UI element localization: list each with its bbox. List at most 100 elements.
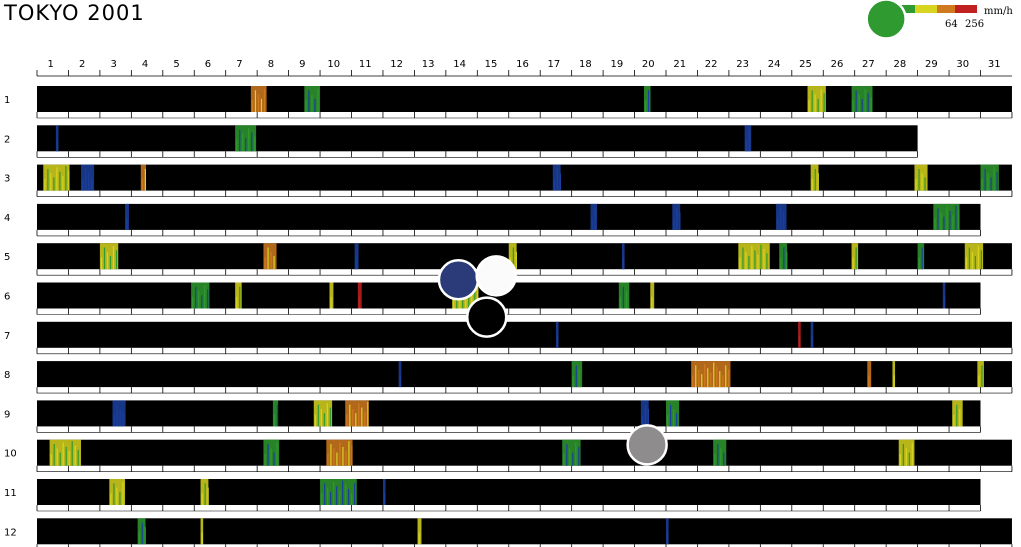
rain-event	[200, 518, 204, 545]
overlay-marker-3	[465, 296, 508, 338]
rain-streak	[56, 448, 58, 466]
day-label-21: 21	[673, 59, 686, 70]
rain-event	[914, 164, 928, 191]
rain-event	[552, 164, 561, 191]
rain-streak	[324, 483, 326, 505]
rain-event	[99, 243, 119, 270]
rain-streak	[783, 212, 785, 230]
rain-streak	[644, 404, 647, 427]
rain-streak	[695, 365, 697, 388]
rain-event	[810, 164, 819, 191]
rain-streak	[971, 251, 973, 270]
rain-streak	[981, 365, 983, 388]
rain-streak	[786, 251, 788, 270]
rain-streak	[515, 251, 517, 270]
rain-streak	[716, 366, 718, 388]
rain-streak	[53, 443, 55, 466]
overlay-marker-2	[475, 255, 517, 297]
rain-streak	[647, 90, 650, 112]
overlay-marker-5	[865, 0, 907, 40]
rain-streak	[968, 247, 970, 270]
rain-event	[81, 164, 95, 191]
rain-event	[776, 203, 787, 230]
day-label-8: 8	[268, 59, 274, 70]
rain-streak	[333, 448, 335, 466]
month-label-6: 6	[4, 292, 10, 303]
legend-unit: mm/h	[984, 6, 1013, 17]
rain-streak	[348, 489, 350, 505]
rain-streak	[236, 296, 238, 309]
rain-streak	[870, 97, 872, 112]
rain-event	[590, 203, 598, 230]
rain-streak	[361, 407, 363, 427]
rain-streak	[748, 129, 750, 152]
rain-streak	[958, 209, 960, 230]
rain-streak	[126, 218, 128, 230]
rain-streak	[270, 251, 272, 270]
rain-streak	[100, 257, 103, 270]
rain-streak	[276, 404, 279, 427]
rain-streak	[978, 375, 980, 388]
day-label-28: 28	[894, 59, 907, 70]
rain-streak	[273, 414, 276, 427]
rain-streak	[641, 414, 644, 427]
rain-streak	[270, 448, 272, 466]
month-label-5: 5	[4, 252, 10, 263]
month-label-12: 12	[4, 527, 17, 538]
rain-streak	[728, 369, 730, 388]
rain-streak	[305, 100, 307, 112]
rain-streak	[141, 178, 143, 191]
day-label-19: 19	[610, 59, 623, 70]
rain-streak	[817, 98, 819, 112]
rain-streak	[56, 167, 58, 191]
rain-streak	[323, 413, 325, 427]
rain-streak	[245, 138, 247, 152]
rain-event	[329, 282, 334, 309]
rain-streak	[780, 208, 782, 230]
rain-streak	[239, 129, 241, 152]
rain-streak	[667, 532, 669, 545]
rain-streak	[852, 100, 854, 112]
rain-streak	[811, 90, 813, 112]
rain-streak	[248, 128, 250, 152]
rain-event	[320, 479, 357, 505]
rain-event	[55, 125, 59, 152]
rain-streak	[817, 173, 819, 191]
rain-streak	[355, 413, 357, 427]
month-label-8: 8	[4, 370, 10, 381]
rain-streak	[811, 178, 813, 191]
rain-streak	[622, 286, 625, 309]
rain-streak	[85, 168, 87, 191]
rain-streak	[974, 256, 976, 270]
rain-streak	[267, 247, 269, 270]
rain-event	[851, 243, 859, 270]
rain-streak	[204, 483, 206, 505]
rain-event	[643, 86, 651, 112]
rain-streak	[109, 256, 112, 270]
rain-streak	[257, 94, 260, 112]
rain-streak	[867, 93, 869, 112]
rain-event	[313, 400, 333, 427]
rain-streak	[336, 452, 338, 466]
rain-streak	[556, 336, 559, 348]
day-label-18: 18	[579, 59, 592, 70]
rain-event	[191, 282, 210, 309]
rain-event	[354, 243, 359, 270]
day-label-29: 29	[925, 59, 938, 70]
rain-streak	[572, 452, 574, 466]
rain-streak	[122, 413, 124, 427]
rain-event	[508, 243, 517, 270]
rain-streak	[47, 168, 49, 191]
rain-event	[779, 243, 788, 270]
rain-streak	[959, 408, 961, 427]
rain-streak	[198, 291, 200, 309]
day-label-27: 27	[862, 59, 875, 70]
rain-event	[952, 400, 963, 427]
rain-streak	[119, 408, 121, 427]
rain-streak	[468, 289, 470, 309]
rain-streak	[569, 448, 571, 466]
rain-streak	[330, 491, 332, 505]
rain-streak	[263, 88, 266, 112]
rain-streak	[864, 88, 866, 112]
rain-streak	[676, 413, 678, 427]
